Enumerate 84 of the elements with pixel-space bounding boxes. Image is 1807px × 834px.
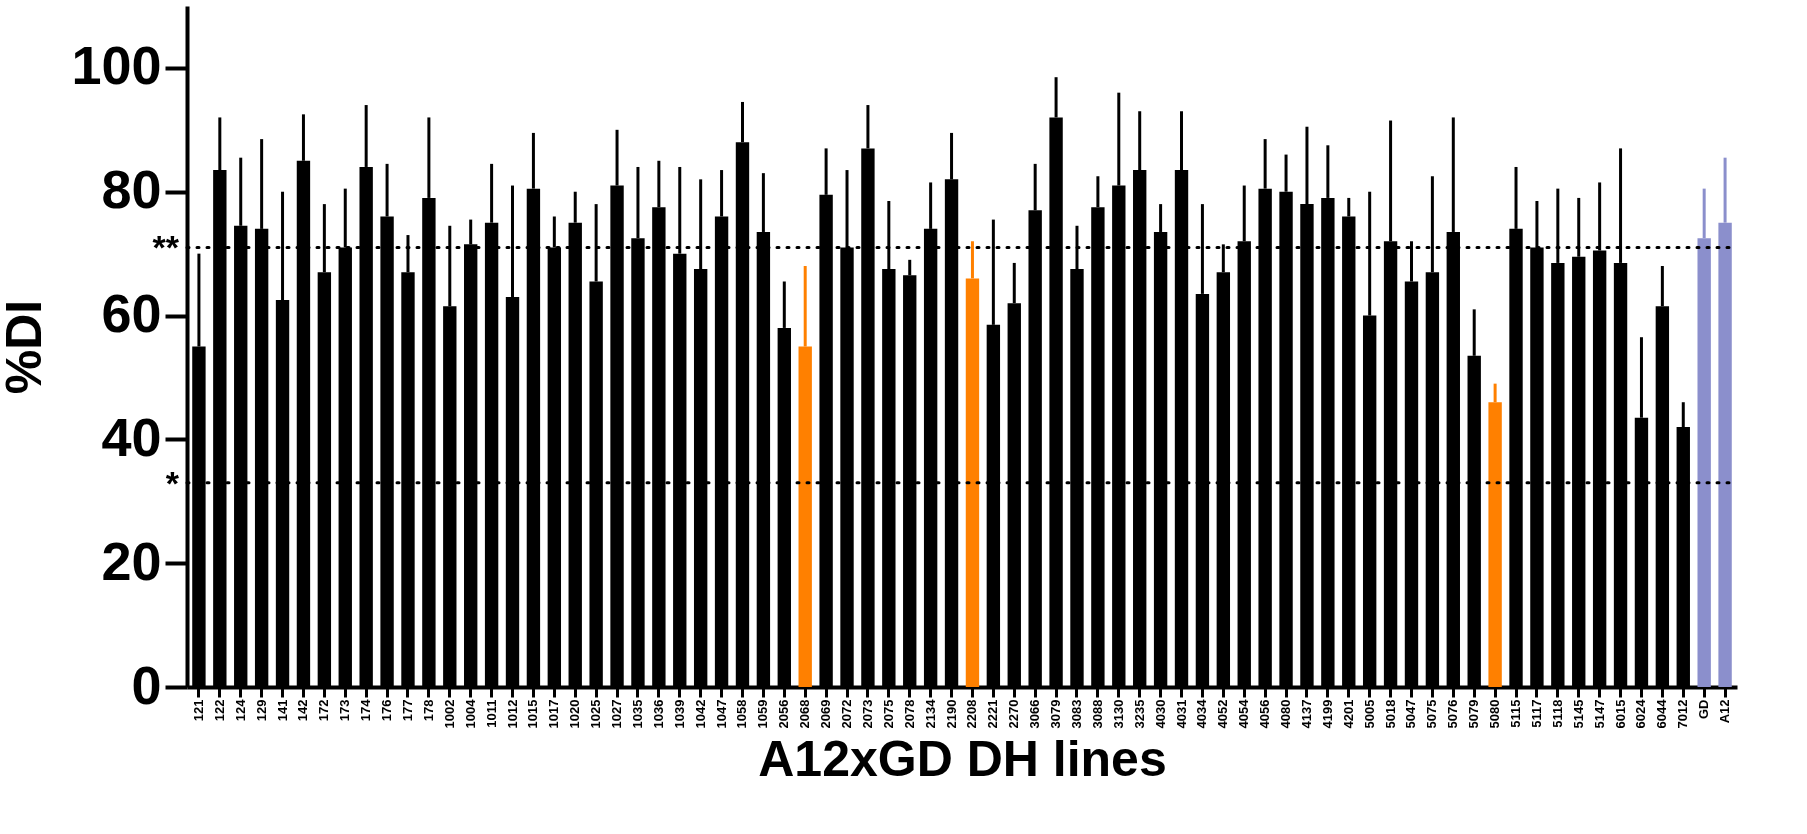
- y-tick-label: 60: [101, 283, 162, 344]
- x-tick-label: 2072: [839, 699, 855, 729]
- x-tick-label: 3235: [1131, 699, 1147, 729]
- x-tick-label: 4030: [1152, 699, 1168, 729]
- x-tick-label: 2056: [776, 699, 792, 729]
- x-tick-label: 141: [274, 699, 290, 722]
- x-tick-label: 1035: [629, 699, 645, 729]
- x-tick-label: 121: [190, 699, 206, 722]
- x-tick-label: 142: [295, 699, 311, 722]
- x-tick-label: 174: [358, 698, 374, 722]
- x-tick-label: 1011: [483, 699, 499, 728]
- x-tick-label: 4031: [1173, 699, 1189, 729]
- x-tick-label: 5117: [1528, 699, 1544, 728]
- x-tick-label: 177: [399, 699, 415, 722]
- x-tick-label: A12: [1717, 699, 1733, 724]
- ref-line-label: *: [165, 463, 180, 502]
- x-tick-label: 4137: [1298, 699, 1314, 729]
- x-tick-label: 3083: [1068, 699, 1084, 729]
- x-tick-label: 4054: [1236, 698, 1252, 729]
- x-tick-label: 2270: [1006, 699, 1022, 729]
- x-tick-label: 4080: [1278, 699, 1294, 729]
- x-tick-label: 4199: [1319, 699, 1335, 729]
- x-tick-label: 6044: [1654, 698, 1670, 729]
- y-axis-title: %DI: [0, 299, 53, 395]
- x-tick-label: 1015: [525, 699, 541, 729]
- x-tick-label: 2190: [943, 699, 959, 729]
- x-tick-label: 1047: [713, 699, 729, 729]
- x-tick-label: 3066: [1027, 699, 1043, 729]
- x-tick-label: 1039: [671, 699, 687, 729]
- x-tick-label: 1059: [755, 699, 771, 729]
- x-tick-label: 129: [253, 699, 269, 722]
- y-tick-label: 100: [71, 35, 162, 96]
- x-tick-label: 5145: [1570, 699, 1586, 729]
- x-tick-label: 2075: [880, 699, 896, 729]
- x-tick-label: 1012: [504, 699, 520, 729]
- x-tick-label: 122: [211, 699, 227, 722]
- x-tick-label: 5018: [1382, 699, 1398, 729]
- x-tick-label: 5047: [1403, 699, 1419, 729]
- ref-line-label: **: [152, 228, 180, 267]
- y-tick-label: 40: [101, 406, 162, 467]
- x-tick-label: 2078: [901, 699, 917, 729]
- x-tick-label: 2221: [985, 699, 1001, 729]
- x-tick-label: 2073: [859, 699, 875, 729]
- x-tick-label: 5005: [1361, 699, 1377, 729]
- x-tick-label: 1025: [588, 699, 604, 729]
- x-tick-label: 176: [379, 699, 395, 722]
- x-tick-label: 1017: [546, 699, 562, 729]
- x-axis-title: A12xGD DH lines: [758, 731, 1167, 788]
- x-tick-label: 2134: [922, 698, 938, 729]
- x-tick-label: 4034: [1194, 698, 1210, 729]
- x-tick-label: 6024: [1633, 698, 1649, 729]
- x-tick-label: 2069: [818, 699, 834, 729]
- x-tick-label: 5079: [1466, 699, 1482, 729]
- x-tick-label: 4201: [1340, 699, 1356, 729]
- x-tick-label: 1036: [650, 699, 666, 729]
- x-tick-label: 6015: [1612, 699, 1628, 729]
- x-tick-label: GD: [1696, 699, 1712, 719]
- x-tick-label: 1027: [609, 699, 625, 729]
- x-tick-label: 5075: [1424, 699, 1440, 729]
- x-tick-label: 178: [420, 699, 436, 722]
- x-tick-label: 1042: [692, 699, 708, 729]
- x-tick-label: 5118: [1549, 699, 1565, 728]
- x-tick-label: 5076: [1445, 699, 1461, 729]
- x-tick-label: 173: [337, 699, 353, 722]
- x-tick-label: 124: [232, 698, 248, 722]
- x-tick-label: 3088: [1089, 699, 1105, 729]
- x-tick-label: 2068: [797, 699, 813, 729]
- x-tick-label: 3079: [1048, 699, 1064, 729]
- x-tick-label: 3130: [1110, 699, 1126, 729]
- x-tick-label: 1004: [462, 698, 478, 729]
- y-tick-label: 80: [101, 159, 162, 220]
- x-tick-label: 172: [316, 699, 332, 722]
- x-tick-label: 5147: [1591, 699, 1607, 729]
- x-tick-label: 5080: [1487, 699, 1503, 729]
- y-tick-label: 20: [101, 530, 162, 591]
- x-tick-label: 4056: [1257, 699, 1273, 729]
- y-tick-label: 0: [131, 654, 162, 715]
- x-tick-label: 1058: [734, 699, 750, 729]
- x-tick-label: 7012: [1675, 699, 1691, 729]
- x-tick-label: 4052: [1215, 699, 1231, 729]
- x-tick-label: 2208: [964, 699, 980, 729]
- x-tick-label: 1002: [441, 699, 457, 729]
- x-tick-label: 1020: [567, 699, 583, 729]
- x-tick-label: 5115: [1508, 699, 1524, 728]
